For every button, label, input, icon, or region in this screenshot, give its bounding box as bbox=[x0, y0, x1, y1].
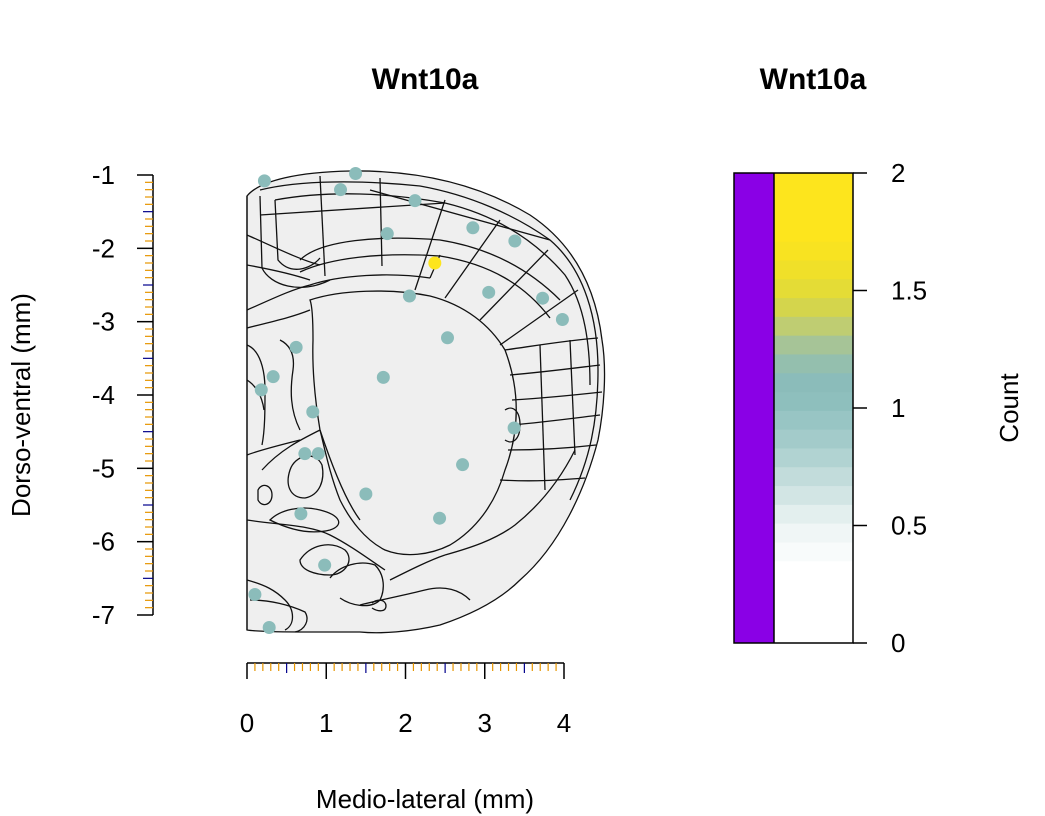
data-point bbox=[380, 227, 394, 241]
colorbar-band bbox=[774, 297, 853, 317]
x-tick-label: 2 bbox=[398, 708, 412, 738]
data-point bbox=[508, 234, 522, 248]
data-point bbox=[466, 221, 480, 235]
data-point bbox=[456, 458, 470, 472]
data-point bbox=[433, 511, 447, 525]
data-point bbox=[536, 291, 550, 305]
colorbar-band bbox=[774, 410, 853, 430]
y-tick-label: -4 bbox=[92, 380, 115, 410]
data-point bbox=[257, 174, 271, 188]
data-point bbox=[349, 167, 363, 181]
y-axis-label: Dorso-ventral (mm) bbox=[6, 293, 36, 517]
scatter-axes: 0 1 2 3 4 -1 -2 -3 -4 -5 -6 -7 bbox=[92, 160, 571, 738]
colorbar-band bbox=[774, 335, 853, 355]
y-tick-label: -5 bbox=[92, 453, 115, 483]
colorbar-count-bar bbox=[734, 173, 774, 643]
data-point bbox=[266, 370, 280, 384]
scatter-title: Wnt10a bbox=[372, 63, 479, 96]
colorbar-band bbox=[774, 259, 853, 280]
data-point bbox=[318, 558, 332, 572]
colorbar-band bbox=[774, 391, 853, 411]
colorbar-band bbox=[774, 429, 853, 449]
data-point bbox=[402, 289, 416, 303]
x-tick-label: 3 bbox=[478, 708, 492, 738]
colorbar-band bbox=[774, 241, 853, 261]
colorbar-band bbox=[774, 560, 853, 644]
data-point bbox=[254, 383, 268, 397]
colorbar-band bbox=[774, 541, 853, 562]
colorbar-label: Count bbox=[994, 373, 1024, 443]
colorbar-band bbox=[774, 316, 853, 336]
colorbar: 0 0.5 1 1.5 2 bbox=[733, 158, 927, 658]
data-point bbox=[294, 507, 308, 521]
colorbar-band bbox=[774, 466, 853, 487]
colorbar-title: Wnt10a bbox=[760, 63, 867, 96]
x-tick-label: 4 bbox=[557, 708, 571, 738]
scatter-points bbox=[248, 167, 569, 634]
colorbar-tick-label: 1.5 bbox=[891, 276, 927, 306]
y-tick-label: -7 bbox=[92, 600, 115, 630]
data-point bbox=[298, 447, 312, 461]
data-point bbox=[482, 285, 496, 299]
colorbar-tick-label: 2 bbox=[891, 158, 905, 188]
data-point bbox=[306, 405, 320, 419]
data-point bbox=[334, 183, 348, 197]
colorbar-band bbox=[774, 447, 853, 468]
data-point bbox=[441, 331, 455, 345]
x-tick-label: 1 bbox=[319, 708, 333, 738]
colorbar-band bbox=[774, 523, 853, 543]
colorbar-band bbox=[774, 504, 853, 524]
colorbar-band bbox=[774, 372, 853, 393]
colorbar-tick-label: 1 bbox=[891, 393, 905, 423]
data-point bbox=[555, 312, 569, 326]
data-point bbox=[248, 587, 262, 601]
data-point bbox=[428, 256, 442, 270]
y-tick-label: -1 bbox=[92, 160, 115, 190]
colorbar-tick-label: 0 bbox=[891, 628, 905, 658]
brain-section-outline bbox=[246, 170, 606, 634]
data-point bbox=[376, 370, 390, 384]
colorbar-band bbox=[774, 353, 853, 374]
colorbar-band bbox=[774, 278, 853, 299]
y-tick-label: -3 bbox=[92, 307, 115, 337]
data-point bbox=[262, 620, 276, 634]
x-tick-label: 0 bbox=[240, 708, 254, 738]
colorbar-band bbox=[774, 173, 853, 242]
x-axis-label: Medio-lateral (mm) bbox=[316, 784, 534, 814]
data-point bbox=[507, 421, 521, 435]
colorbar-band bbox=[774, 485, 853, 505]
data-point bbox=[359, 487, 373, 501]
y-tick-label: -2 bbox=[92, 233, 115, 263]
colorbar-tick-label: 0.5 bbox=[891, 511, 927, 541]
data-point bbox=[408, 194, 422, 208]
y-tick-label: -6 bbox=[92, 527, 115, 557]
data-point bbox=[289, 340, 303, 354]
data-point bbox=[311, 447, 325, 461]
